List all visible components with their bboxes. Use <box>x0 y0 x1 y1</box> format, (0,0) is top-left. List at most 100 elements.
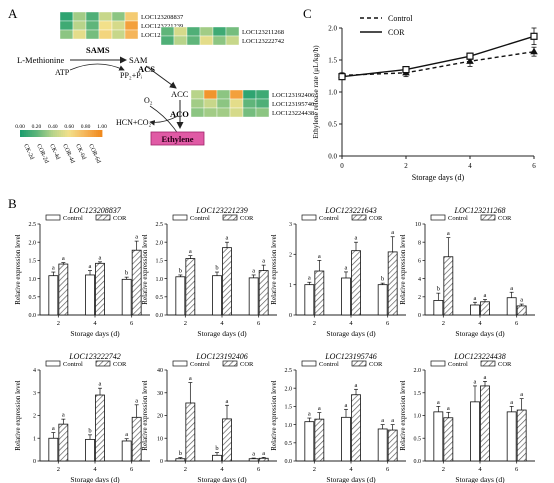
heatmap-cell <box>124 11 139 22</box>
x-axis-label: Storage days (d) <box>70 475 120 483</box>
bar-cor <box>222 247 232 316</box>
heatmap-cell <box>190 107 205 118</box>
y-tick-label: 2.0 <box>29 240 37 246</box>
significance-letter: a <box>391 229 394 236</box>
bar-cor <box>351 394 361 462</box>
x-tick-label: 2 <box>442 466 445 473</box>
significance-letter: a <box>437 399 440 406</box>
heatmap-cell <box>72 20 87 31</box>
bar-cor <box>443 256 454 316</box>
heatmap-cell <box>111 20 126 31</box>
color-scale-segment <box>67 130 70 137</box>
y-tick-label: 0.0 <box>285 459 293 465</box>
significance-letter: a <box>484 292 487 299</box>
legend-cor-swatch <box>222 360 238 367</box>
legend-control-swatch <box>45 214 61 221</box>
y-tick-label: 0.5 <box>414 436 422 442</box>
heatmap-cell <box>255 89 270 100</box>
color-scale-segment <box>83 130 86 137</box>
y-tick-label: 2.5 <box>29 222 37 228</box>
significance-letter: a <box>262 450 265 457</box>
line-series-control <box>341 50 535 77</box>
chart-title: LOC123208837 <box>68 206 122 215</box>
bar-control <box>121 278 132 316</box>
color-scale-segment <box>38 130 41 137</box>
bar-cor <box>516 305 527 316</box>
color-scale-segment <box>69 130 72 137</box>
x-tick-label: 6 <box>515 320 519 327</box>
y-tick-label: 2 <box>418 295 421 301</box>
x-axis-label: Storage days (d) <box>197 475 247 483</box>
x-tick-label: 6 <box>130 466 134 473</box>
significance-letter: a <box>135 234 138 241</box>
bar-control <box>175 458 186 462</box>
y-tick-label: 1.5 <box>414 391 422 397</box>
heatmap-cell <box>216 98 231 109</box>
y-tick-label: 1.5 <box>328 57 337 65</box>
bar-control <box>506 411 517 462</box>
color-scale-segment <box>46 130 50 137</box>
heatmap-color-scale: 0.00 0.20 0.40 0.60 0.80 1.00 <box>15 124 107 137</box>
bar-cor <box>480 385 490 462</box>
ethylene-pathway-diagram: LOC123208837LOC123221239LOC123221643 LOC… <box>15 11 315 164</box>
color-scale-segment <box>71 130 74 137</box>
heatmap-cell <box>216 107 231 118</box>
color-scale-segment <box>58 130 62 137</box>
heatmap-acs: LOC123211268 LOC123222742 <box>160 26 284 46</box>
significance-letter: a <box>62 255 65 262</box>
bar-cor <box>258 270 269 316</box>
y-tick-label: 6 <box>418 259 421 265</box>
gene-id-label: LOC123195746 <box>272 101 315 108</box>
heatmap-cell <box>242 107 257 118</box>
significance-letter: a <box>189 248 192 255</box>
heatmap-cell <box>203 89 218 100</box>
x-tick-label: 4 <box>93 466 97 473</box>
sam-label: SAM <box>129 55 148 65</box>
o2-arc <box>149 105 179 135</box>
legend-cor-label: COR <box>113 361 127 368</box>
bar-cor <box>480 301 490 316</box>
legend-cor-swatch <box>95 214 111 221</box>
bar-cor <box>185 402 196 462</box>
x-tick-label: 6 <box>386 320 390 327</box>
significance-letter: a <box>52 425 55 432</box>
y-tick-label: 1.5 <box>285 405 293 411</box>
significance-letter: a <box>447 405 450 412</box>
color-scale-segment <box>63 130 66 137</box>
legend-control-label: Control <box>63 215 83 222</box>
significance-letter: a <box>99 381 102 388</box>
heatmap-cell <box>255 107 270 118</box>
heatmap-cell <box>225 35 240 46</box>
x-tick-label: 6 <box>130 320 134 327</box>
bar-cor <box>185 258 196 316</box>
heatmap-cell <box>212 26 227 37</box>
data-point-control <box>530 47 538 55</box>
heatmap-cell <box>203 107 218 118</box>
gene-id-label: LOC123224438 <box>272 110 314 117</box>
heatmap-column-label: CK-2d <box>22 143 34 160</box>
bar-control <box>433 411 444 462</box>
y-tick-label: 40 <box>157 368 163 374</box>
y-tick-label: 0.5 <box>328 121 337 129</box>
bar-control <box>506 297 517 316</box>
bar-control <box>85 274 95 316</box>
legend-cor-swatch <box>351 360 367 367</box>
significance-letter: b <box>215 265 218 272</box>
gene-id-label: LOC123222742 <box>242 38 284 45</box>
significance-letter: a <box>484 374 487 381</box>
color-scale-segment <box>20 130 23 137</box>
y-tick-label: 0.0 <box>328 153 337 161</box>
legend-control-label: Control <box>190 361 210 368</box>
y-tick-label: 1 <box>33 436 36 442</box>
x-tick-label: 6 <box>257 320 261 327</box>
color-scale-segment <box>34 130 37 137</box>
acs-enzyme-label: ACS <box>138 64 155 74</box>
bar-cor <box>131 249 142 316</box>
significance-letter: a <box>252 451 255 458</box>
significance-letter: a <box>308 275 311 282</box>
chart-title: LOC123192406 <box>195 352 248 361</box>
atp-label: ATP <box>55 68 70 77</box>
ethylene-box <box>150 131 205 146</box>
